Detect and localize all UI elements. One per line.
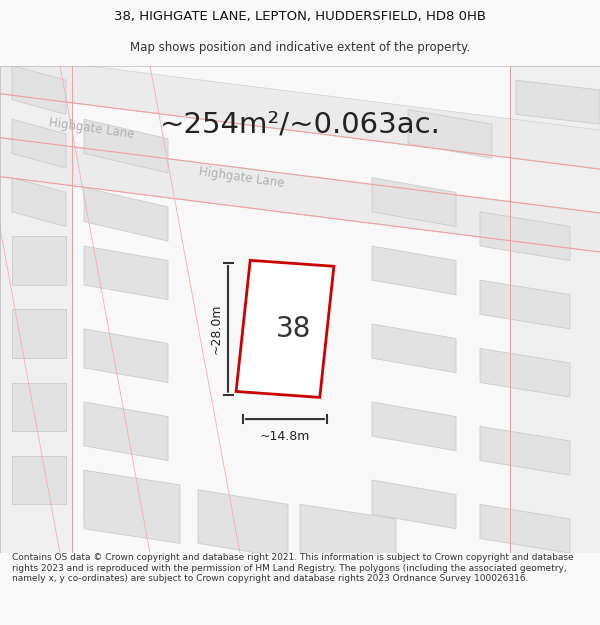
Polygon shape xyxy=(84,470,168,529)
Polygon shape xyxy=(198,490,288,558)
Polygon shape xyxy=(372,246,456,295)
Polygon shape xyxy=(0,66,72,553)
Text: 38: 38 xyxy=(277,315,311,343)
Polygon shape xyxy=(12,309,66,358)
Polygon shape xyxy=(372,324,456,372)
Polygon shape xyxy=(510,66,600,553)
Polygon shape xyxy=(480,212,570,261)
Text: Highgate Lane: Highgate Lane xyxy=(198,166,285,190)
Polygon shape xyxy=(372,402,456,451)
Polygon shape xyxy=(84,246,168,299)
Polygon shape xyxy=(0,51,600,173)
Polygon shape xyxy=(236,261,334,398)
Polygon shape xyxy=(480,348,570,397)
Polygon shape xyxy=(300,504,396,572)
Polygon shape xyxy=(12,236,66,285)
Text: ~28.0m: ~28.0m xyxy=(209,304,223,354)
Polygon shape xyxy=(12,66,66,114)
Polygon shape xyxy=(84,119,168,173)
Text: ~14.8m: ~14.8m xyxy=(260,429,310,442)
Polygon shape xyxy=(480,504,570,553)
Text: Contains OS data © Crown copyright and database right 2021. This information is : Contains OS data © Crown copyright and d… xyxy=(12,553,574,583)
Text: Highgate Lane: Highgate Lane xyxy=(48,117,135,141)
Polygon shape xyxy=(12,119,66,168)
Text: ~254m²/~0.063ac.: ~254m²/~0.063ac. xyxy=(160,110,440,138)
Polygon shape xyxy=(408,109,492,158)
Polygon shape xyxy=(480,280,570,329)
Polygon shape xyxy=(12,382,66,431)
Polygon shape xyxy=(84,188,168,241)
Polygon shape xyxy=(12,177,66,226)
Polygon shape xyxy=(12,456,66,504)
Text: Map shows position and indicative extent of the property.: Map shows position and indicative extent… xyxy=(130,41,470,54)
Polygon shape xyxy=(0,134,600,256)
Text: 38, HIGHGATE LANE, LEPTON, HUDDERSFIELD, HD8 0HB: 38, HIGHGATE LANE, LEPTON, HUDDERSFIELD,… xyxy=(114,10,486,23)
Polygon shape xyxy=(84,329,168,382)
Polygon shape xyxy=(84,402,168,461)
Polygon shape xyxy=(516,80,600,124)
Polygon shape xyxy=(84,470,180,543)
Polygon shape xyxy=(480,426,570,475)
Polygon shape xyxy=(372,177,456,226)
Polygon shape xyxy=(372,480,456,529)
